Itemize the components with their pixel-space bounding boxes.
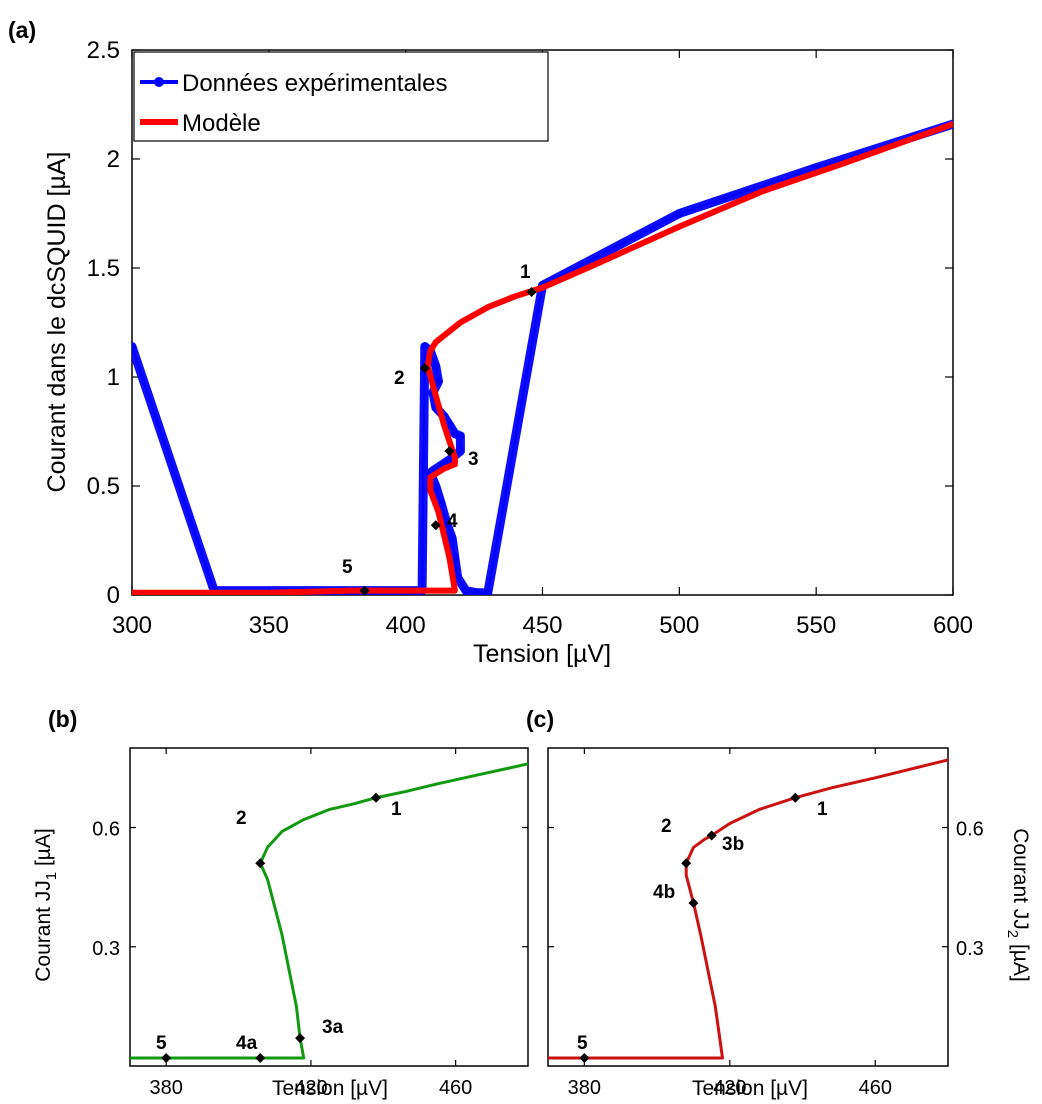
- data-point-experimental: [461, 586, 470, 595]
- series-line-model: [132, 121, 953, 595]
- series-line: [548, 758, 948, 1060]
- data-point-experimental: [434, 377, 443, 386]
- annotation-label: 1: [817, 799, 828, 820]
- annotation-marker: [430, 520, 441, 531]
- x-tick-label: 600: [933, 612, 973, 639]
- x-tick-label: 420: [294, 1077, 327, 1099]
- data-point-experimental: [442, 519, 451, 528]
- x-tick-label: 400: [386, 612, 426, 639]
- legend: Données expérimentales Modèle: [133, 51, 549, 142]
- annotation-label: 3a: [322, 1017, 344, 1038]
- x-tick-label: 550: [796, 612, 836, 639]
- data-point-experimental: [431, 482, 440, 490]
- annotation-label: 3: [468, 449, 479, 470]
- annotation-marker: [790, 792, 801, 803]
- series-line: [130, 762, 528, 1060]
- legend-label-model: Modèle: [182, 110, 261, 137]
- x-tick-label: 300: [112, 612, 152, 639]
- annotation-marker: [706, 830, 717, 841]
- legend-box: [133, 51, 549, 142]
- data-point-experimental: [445, 455, 454, 464]
- annotation-label: 5: [156, 1033, 167, 1054]
- data-point-experimental: [448, 534, 457, 543]
- annotation-label: 2: [661, 816, 672, 837]
- panel-b: 380 420 460 0.3 0.6 (b) Tension [µV] Courant JJ…: [32, 706, 529, 1100]
- x-tick-label: 420: [713, 1077, 746, 1099]
- x-tick-label: 380: [149, 1077, 182, 1099]
- annotation-label: 4a: [236, 1033, 258, 1054]
- annotation-label: 2: [236, 808, 247, 829]
- y-tick-label: 2: [107, 146, 120, 173]
- annotation-marker: [371, 792, 382, 803]
- data-point-experimental: [450, 553, 459, 562]
- annotation-marker: [295, 1033, 306, 1044]
- x-axis-label: Tension [µV]: [692, 1077, 808, 1100]
- annotation-marker: [255, 1053, 266, 1064]
- legend-label-experimental: Données expérimentales: [182, 70, 448, 97]
- y-tick-label: 0.6: [956, 819, 984, 841]
- data-point-experimental: [437, 499, 446, 508]
- plot-area: [132, 119, 953, 595]
- y-tick-label: 0.5: [87, 473, 120, 500]
- y-tick-label: 2.5: [87, 37, 120, 64]
- y-tick-label: 0.6: [92, 819, 120, 841]
- data-point-experimental: [456, 447, 465, 456]
- data-point-experimental: [456, 431, 465, 440]
- annotation-label: 1: [391, 799, 402, 820]
- data-point-experimental: [420, 342, 429, 351]
- annotation-label: 4: [447, 511, 458, 532]
- panel-label: (a): [8, 17, 36, 43]
- annotation-marker: [688, 898, 699, 909]
- annotation-marker: [579, 1053, 590, 1064]
- annotation-label: 3b: [722, 834, 744, 855]
- y-tick-label: 0.3: [956, 938, 984, 960]
- y-tick-label: 0: [107, 582, 120, 609]
- annotation-label: 5: [342, 557, 353, 578]
- panel-c: 380 420 460 0.3 0.6 (c) Tension [µV] Courant JJ…: [526, 706, 1032, 1100]
- annotation-label: 4b: [653, 882, 675, 903]
- plot-area: [548, 758, 948, 1060]
- annotation-label: 1: [520, 262, 531, 283]
- series-line-experimental: [132, 119, 953, 595]
- y-tick-label: 1.5: [87, 255, 120, 282]
- panel-a: 300 350 400 450 500 550 600 0 0.5 1 1.5 2 2.5 (a) Tens…: [8, 17, 973, 668]
- plot-area: [130, 762, 528, 1060]
- y-axis-label: Courant dans le dcSQUID [µA]: [43, 152, 71, 493]
- x-tick-label: 350: [249, 612, 289, 639]
- annotation-label: 2: [394, 368, 405, 389]
- series-line-experimental-core: [132, 123, 953, 594]
- panel-label: (b): [48, 706, 77, 732]
- annotation-marker: [161, 1053, 172, 1064]
- y-axis-label: Courant JJ2 [µA]: [1004, 828, 1032, 982]
- data-point-experimental: [431, 362, 440, 371]
- x-axis-label: Tension [µV]: [473, 640, 611, 668]
- y-tick-label: 0.3: [92, 938, 120, 960]
- annotation-marker: [681, 858, 692, 869]
- data-point-experimental: [483, 588, 492, 595]
- annotation-label: 5: [577, 1033, 588, 1054]
- annotation-marker: [255, 858, 266, 869]
- x-tick-label: 450: [522, 612, 562, 639]
- x-tick-label: 460: [439, 1077, 472, 1099]
- x-axis-label: Tension [µV]: [272, 1077, 388, 1100]
- panel-label: (c): [526, 706, 554, 732]
- x-tick-label: 500: [659, 612, 699, 639]
- annotation-marker: [359, 585, 370, 596]
- data-point-experimental: [132, 342, 136, 351]
- x-tick-label: 380: [568, 1077, 601, 1099]
- plot-frame: [129, 747, 529, 1067]
- data-point-experimental: [675, 209, 684, 218]
- y-axis-label: Courant JJ1 [µA]: [32, 828, 60, 982]
- y-tick-label: 1: [107, 364, 120, 391]
- annotation-marker: [444, 446, 455, 457]
- annotation-marker: [526, 286, 537, 297]
- plot-frame: [547, 747, 949, 1067]
- legend-marker-experimental: [154, 77, 164, 87]
- data-point-experimental: [472, 588, 481, 595]
- x-tick-label: 460: [859, 1077, 892, 1099]
- annotation-marker: [419, 363, 430, 374]
